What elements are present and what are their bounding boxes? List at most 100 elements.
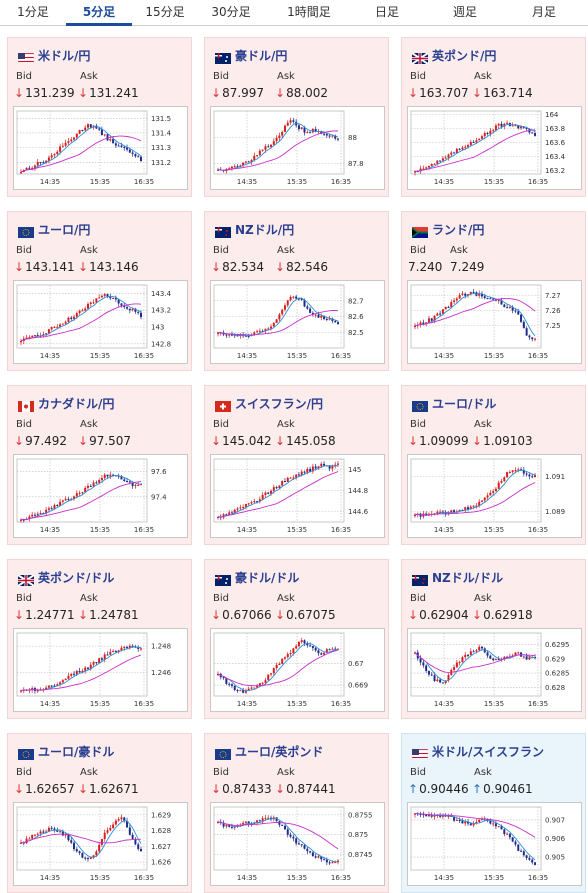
mini-chart[interactable]: 14:35 15:35 16:35 144.6 144.8 145 xyxy=(210,454,385,538)
candle-body xyxy=(81,129,84,131)
candle-body xyxy=(425,665,428,672)
mini-chart[interactable]: 14:35 15:35 16:35 0.628 0.6285 0.629 0.6295 xyxy=(407,628,582,712)
candle-body xyxy=(42,512,45,514)
rate-card[interactable]: ランド/円 Bid Ask 7.240 7.249 14:35 15:35 16:35 7.25… xyxy=(401,211,586,371)
currency-pair-link[interactable]: NZドル/ドル xyxy=(432,571,504,585)
candle-body xyxy=(75,849,78,852)
candle-body xyxy=(492,298,495,300)
candle-body xyxy=(328,135,331,137)
down-arrow-icon: ↓ xyxy=(275,260,286,274)
currency-pair-link[interactable]: NZドル/円 xyxy=(235,223,295,237)
candle-body xyxy=(514,470,517,472)
mini-chart[interactable]: 14:35 15:35 16:35 1.089 1.091 xyxy=(407,454,582,538)
currency-pair-link[interactable]: カナダドル/円 xyxy=(38,397,115,411)
candle-body xyxy=(47,508,50,510)
candle-body xyxy=(230,334,233,336)
down-arrow-icon: ↓ xyxy=(211,782,222,796)
candle-body xyxy=(508,306,511,308)
currency-pair-link[interactable]: 英ポンド/円 xyxy=(432,49,497,63)
tab-4[interactable]: 1時間足 xyxy=(287,5,331,19)
mini-chart[interactable]: 14:35 15:35 16:35 82.5 82.6 82.7 xyxy=(210,280,385,364)
candle-body xyxy=(517,844,520,851)
currency-pair-link[interactable]: スイスフラン/円 xyxy=(235,397,324,411)
candle-body xyxy=(98,128,101,130)
tab-0[interactable]: 1分足 xyxy=(17,5,49,19)
rate-card[interactable]: 米ドル/円 Bid Ask ↓131.239 ↓131.241 14:35 15:35 16:… xyxy=(7,37,192,197)
currency-pair-link[interactable]: ユーロ/円 xyxy=(38,223,91,237)
candle-body xyxy=(64,834,67,836)
rate-card[interactable]: 英ポンド/円 Bid Ask ↓163.707 ↓163.714 14:35 15:35 16… xyxy=(401,37,586,197)
plot-frame xyxy=(16,632,148,697)
rate-card[interactable]: 英ポンド/ドル Bid Ask ↓1.24771 ↓1.24781 14:35 15:35 1… xyxy=(7,559,192,719)
rate-card[interactable]: NZドル/ドル Bid Ask ↓0.62904 ↓0.62918 14:35 15:35 1… xyxy=(401,559,586,719)
candle-body xyxy=(217,516,219,518)
rate-card[interactable]: ユーロ/英ポンド Bid Ask ↓0.87433 ↓0.87441 14:35 15:35… xyxy=(204,733,389,893)
candle-body xyxy=(36,513,39,516)
candle-body xyxy=(106,134,109,141)
candle-body xyxy=(56,830,59,832)
candle-body xyxy=(525,473,528,475)
tab-6[interactable]: 週足 xyxy=(452,5,477,19)
candle-body xyxy=(436,679,439,682)
currency-pair-link[interactable]: 英ポンド/ドル xyxy=(38,571,115,585)
candle-body xyxy=(275,487,278,489)
mini-chart[interactable]: 14:35 15:35 16:35 131.2 131.3 131.4 131.5 xyxy=(13,106,188,190)
candle-body xyxy=(59,831,62,833)
x-tick-label: 15:35 xyxy=(287,178,307,186)
currency-pair-link[interactable]: ユーロ/豪ドル xyxy=(38,745,115,759)
bid-price-value: 82.534 xyxy=(222,260,265,274)
rate-card[interactable]: NZドル/円 Bid Ask ↓82.534 ↓82.546 14:35 15:35 16:3… xyxy=(204,211,389,371)
mini-chart[interactable]: 14:35 15:35 16:35 97.4 97.6 xyxy=(13,454,188,538)
mini-chart[interactable]: 14:35 15:35 16:35 163.2 163.4 163.6 163.8 164 xyxy=(407,106,582,190)
candle-body xyxy=(447,154,450,158)
mini-chart[interactable]: 14:35 15:35 16:35 0.669 0.67 xyxy=(210,628,385,712)
mini-chart[interactable]: 14:35 15:35 16:35 0.905 0.906 0.907 xyxy=(407,802,582,886)
tab-1[interactable]: 5分足 xyxy=(66,0,132,26)
tab-7[interactable]: 月足 xyxy=(531,5,556,19)
candle-body xyxy=(297,298,300,300)
rate-card[interactable]: カナダドル/円 Bid Ask ↓97.492 ↓97.507 14:35 15:35 16:… xyxy=(7,385,192,545)
tab-2[interactable]: 15分足 xyxy=(145,5,185,19)
y-tick-label: 142.8 xyxy=(151,340,171,348)
candle-body xyxy=(320,131,323,134)
candle-body xyxy=(497,659,500,661)
tab-3[interactable]: 30分足 xyxy=(211,5,251,19)
rate-card[interactable]: 米ドル/スイスフラン Bid Ask ↑0.90446 ↑0.90461 14:35 15:… xyxy=(401,733,586,893)
candle-body xyxy=(253,687,256,689)
mini-chart[interactable]: 14:35 15:35 16:35 1.626 1.627 1.628 1.629 xyxy=(13,802,188,886)
candle-body xyxy=(31,688,34,690)
candle-body xyxy=(228,512,231,515)
candle-body xyxy=(106,474,109,477)
y-tick-label: 131.4 xyxy=(151,129,172,137)
candle-body xyxy=(522,469,525,474)
candle-body xyxy=(528,657,531,660)
mini-chart[interactable]: 14:35 15:35 16:35 87.8 88 xyxy=(210,106,385,190)
up-arrow-icon: ↑ xyxy=(472,782,483,796)
currency-pair-link[interactable]: 米ドル/円 xyxy=(38,49,91,63)
tab-5[interactable]: 日足 xyxy=(374,5,399,19)
candle-body xyxy=(467,507,470,510)
currency-pair-link[interactable]: ユーロ/ドル xyxy=(432,397,497,411)
ask-label: Ask xyxy=(80,419,98,430)
candle-body xyxy=(106,294,109,297)
mini-chart[interactable]: 14:35 15:35 16:35 1.246 1.248 xyxy=(13,628,188,712)
ask-price-value: 88.002 xyxy=(286,86,329,100)
moving-average-line xyxy=(217,465,339,518)
currency-pair-link[interactable]: 豪ドル/円 xyxy=(235,49,288,63)
rate-card[interactable]: 豪ドル/ドル Bid Ask ↓0.67066 ↓0.67075 14:35 15:35 16… xyxy=(204,559,389,719)
mini-chart[interactable]: 14:35 15:35 16:35 7.25 7.26 7.27 xyxy=(407,280,582,364)
currency-pair-link[interactable]: 豪ドル/ドル xyxy=(235,571,300,585)
mini-chart[interactable]: 14:35 15:35 16:35 0.8745 0.875 0.8755 xyxy=(210,802,385,886)
rate-card[interactable]: ユーロ/ドル Bid Ask ↓1.09099 ↓1.09103 14:35 15:35 16… xyxy=(401,385,586,545)
price-chart: 14:35 15:35 16:35 1.246 1.248 xyxy=(16,632,172,708)
mini-chart[interactable]: 14:35 15:35 16:35 142.8 143 143.2 143.4 xyxy=(13,280,188,364)
candle-body xyxy=(497,482,500,489)
candle-body xyxy=(247,503,250,505)
currency-pair-link[interactable]: ユーロ/英ポンド xyxy=(235,745,324,759)
currency-pair-link[interactable]: ランド/円 xyxy=(432,223,485,237)
rate-card[interactable]: スイスフラン/円 Bid Ask ↓145.042 ↓145.058 14:35 15:35… xyxy=(204,385,389,545)
currency-pair-link[interactable]: 米ドル/スイスフラン xyxy=(432,745,545,759)
rate-card[interactable]: 豪ドル/円 Bid Ask ↓87.997 ↓88.002 14:35 15:35 16:35… xyxy=(204,37,389,197)
rate-card[interactable]: ユーロ/円 Bid Ask ↓143.141 ↓143.146 14:35 15:35 16:… xyxy=(7,211,192,371)
rate-card[interactable]: ユーロ/豪ドル Bid Ask ↓1.62657 ↓1.62671 14:35 15:35 1… xyxy=(7,733,192,893)
